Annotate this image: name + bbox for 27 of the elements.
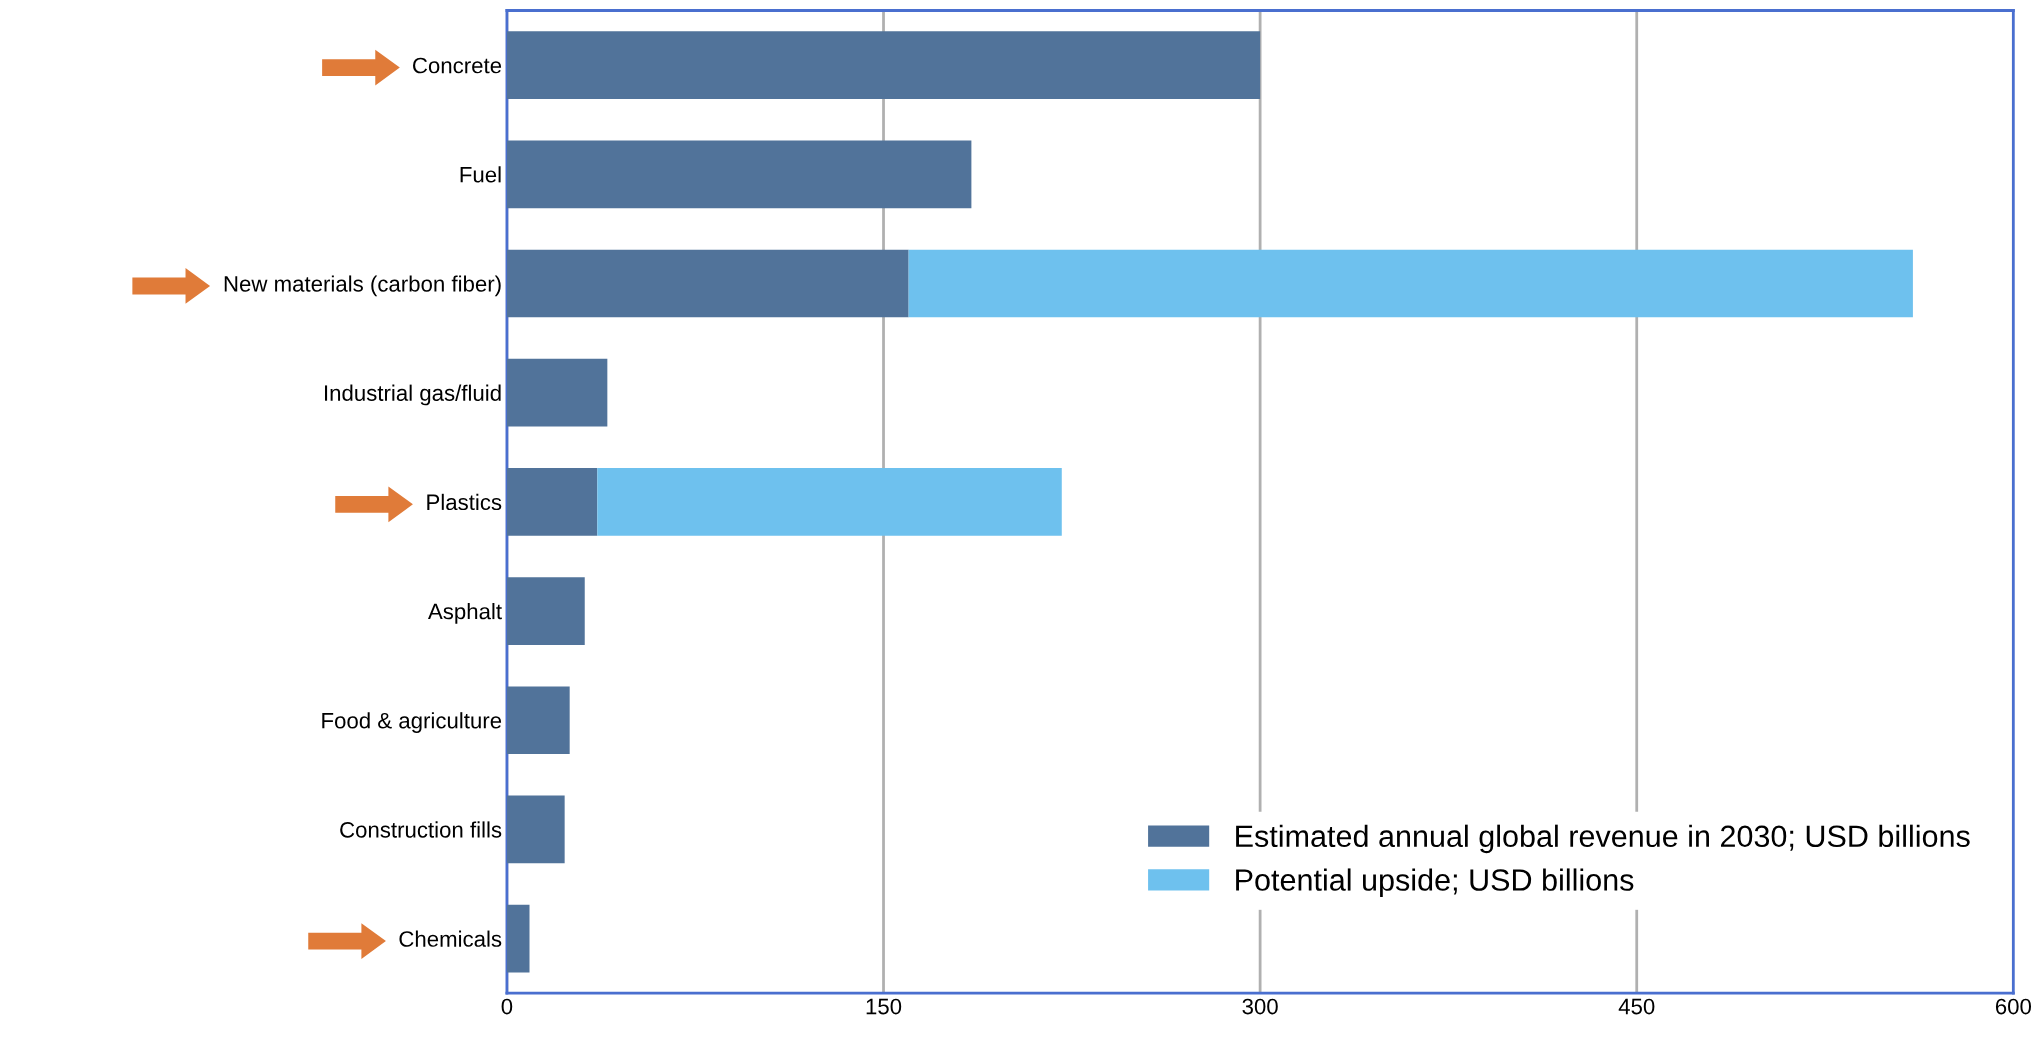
bar: [506, 795, 565, 864]
bar: [506, 358, 608, 427]
y-tick-label: Plastics: [427, 493, 502, 511]
bar: [597, 468, 1062, 536]
bar: [506, 249, 909, 318]
bar: [506, 904, 530, 973]
x-tick-label: 300: [1242, 998, 1278, 1015]
legend-label: Potential upside; USD billions: [1236, 868, 1634, 897]
y-tick-label: New materials (carbon fiber): [224, 275, 501, 297]
bar: [506, 31, 1261, 99]
y-tick-label: Concrete: [413, 57, 502, 74]
bar: [908, 249, 1913, 318]
bar: [506, 468, 598, 536]
x-tick-label: 450: [1618, 998, 1655, 1015]
y-tick-label: Asphalt: [427, 602, 502, 624]
y-tick-label: Chemicals: [399, 930, 502, 947]
bar: [506, 140, 972, 209]
x-tick-label: 600: [1995, 998, 2032, 1015]
x-tick-label: 0: [501, 998, 513, 1015]
legend-label: Estimated annual global revenue in 2030; USD billions: [1236, 824, 1970, 854]
y-tick-label: Food & agriculture: [322, 712, 502, 733]
y-tick-label: Fuel: [460, 166, 501, 183]
y-tick-label: Construction fills: [340, 821, 502, 838]
bar: [506, 686, 570, 755]
x-tick-label: 150: [866, 998, 902, 1015]
y-tick-label: Industrial gas/fluid: [325, 384, 501, 406]
bar: [506, 577, 585, 645]
